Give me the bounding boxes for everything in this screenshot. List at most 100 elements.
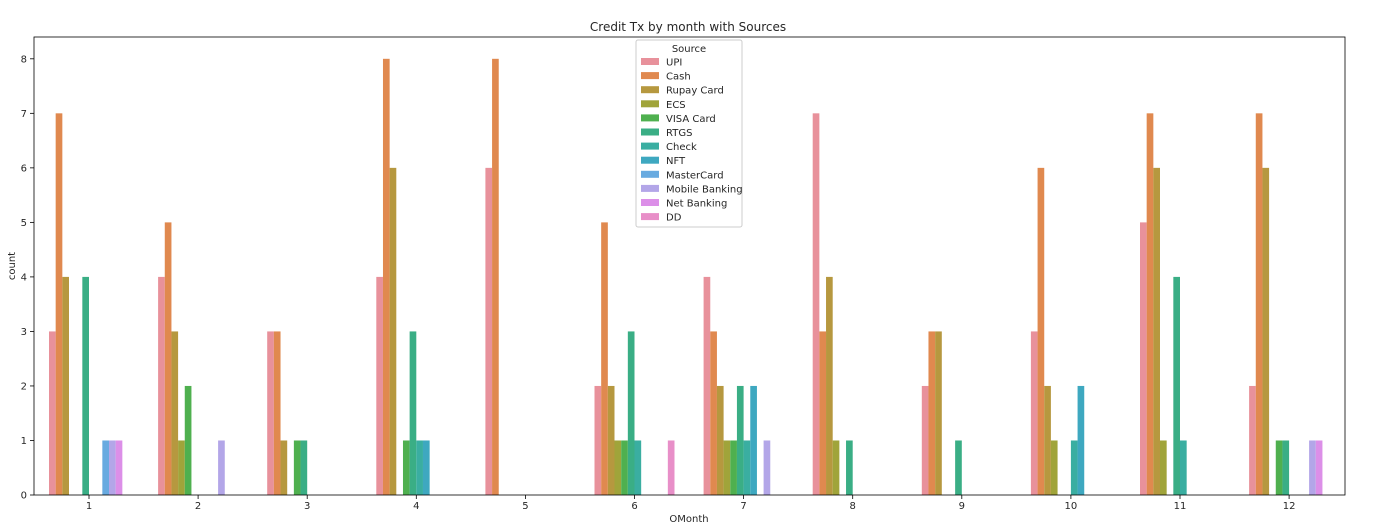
x-tick-label: 6 (631, 501, 637, 512)
bar-check-month-6 (634, 440, 642, 495)
legend-swatch-rtgs (641, 128, 659, 136)
bar-check-month-7 (743, 440, 751, 495)
bar-cash-month-4 (382, 58, 390, 496)
legend-swatch-check (641, 142, 659, 150)
bar-rupay-card-month-7 (716, 385, 724, 495)
bar-upi-month-7 (703, 276, 711, 495)
legend-label: UPI (666, 58, 682, 69)
bar-cash-month-3 (273, 331, 281, 495)
legend-label: DD (666, 213, 682, 224)
bar-visa-card-month-6 (621, 440, 628, 495)
legend-swatch-mastercard (641, 170, 659, 178)
bar-upi-month-6 (594, 385, 602, 495)
bar-upi-month-1 (49, 331, 56, 495)
y-tick-label: 2 (21, 381, 27, 392)
bar-upi-month-8 (812, 113, 820, 495)
legend-swatch-rupay-card (641, 86, 659, 94)
bar-rupay-card-month-12 (1262, 167, 1270, 496)
bar-ecs-month-2 (178, 440, 185, 495)
bar-rtgs-month-12 (1282, 440, 1290, 495)
x-tick-label: 8 (850, 501, 856, 512)
bar-mobile-banking-month-12 (1309, 440, 1316, 495)
bar-nft-month-10 (1077, 385, 1085, 495)
x-axis-label: OMonth (669, 514, 708, 525)
bar-upi-month-3 (267, 331, 274, 495)
legend-label: NFT (666, 156, 686, 167)
legend-label: MasterCard (666, 170, 724, 181)
legend-swatch-nft (641, 156, 659, 164)
bar-rupay-card-month-1 (62, 276, 69, 495)
legend-label: RTGS (666, 128, 692, 139)
x-tick-label: 2 (195, 501, 201, 512)
bar-cash-month-10 (1037, 167, 1045, 496)
x-tick-label: 3 (304, 501, 310, 512)
bar-ecs-month-7 (723, 440, 731, 495)
x-tick-label: 10 (1065, 501, 1078, 512)
legend-swatch-mobile-banking (641, 184, 659, 192)
bar-ecs-month-11 (1160, 440, 1167, 495)
legend-label: Mobile Banking (666, 184, 743, 195)
legend-label: ECS (666, 100, 686, 111)
bar-ecs-month-10 (1050, 440, 1058, 495)
bar-rupay-card-month-9 (935, 331, 942, 495)
bar-ecs-month-8 (832, 440, 840, 495)
legend: Source UPI Cash Rupay Card ECS VISA Card RTGS… (635, 39, 743, 228)
x-tick-label: 1 (86, 501, 92, 512)
bar-ecs-month-6 (614, 440, 622, 495)
legend-items: UPI Cash Rupay Card ECS VISA Card RTGS Check NF… (641, 58, 743, 224)
bar-upi-month-5 (485, 167, 493, 496)
chart-title: Credit Tx by month with Sources (590, 20, 786, 34)
y-tick-label: 5 (21, 218, 27, 229)
x-tick-label: 9 (959, 501, 965, 512)
x-tick-label: 7 (740, 501, 746, 512)
bar-mobile-banking-month-1 (109, 440, 116, 495)
y-axis-label: count (7, 252, 18, 280)
bar-net-banking-month-1 (115, 440, 123, 495)
y-tick-label: 6 (21, 163, 27, 174)
bar-rtgs-month-8 (846, 440, 853, 495)
legend-label: Check (666, 142, 697, 153)
y-tick-label: 8 (21, 54, 27, 65)
bar-upi-month-12 (1249, 385, 1256, 495)
bar-rtgs-month-3 (300, 440, 308, 495)
x-tick-label: 11 (1174, 501, 1187, 512)
x-axis: 1 2 3 4 5 6 7 8 9 10 11 12 (86, 495, 1295, 512)
bar-rtgs-month-1 (82, 276, 89, 495)
bar-upi-month-10 (1030, 331, 1038, 495)
bar-cash-month-7 (710, 331, 717, 495)
legend-box (635, 39, 743, 228)
bar-rupay-card-month-8 (826, 276, 833, 495)
bar-cash-month-2 (164, 222, 172, 495)
plot-frame (33, 36, 1346, 496)
legend-swatch-upi (641, 58, 659, 65)
y-tick-label: 4 (21, 272, 27, 283)
bar-mobile-banking-month-7 (763, 440, 771, 495)
bar-rtgs-month-7 (736, 385, 744, 495)
bars-layer (49, 58, 1323, 496)
bar-cash-month-6 (601, 222, 608, 495)
bar-check-month-4 (416, 440, 423, 495)
x-tick-label: 4 (413, 501, 419, 512)
legend-swatch-net-banking (641, 199, 659, 206)
y-tick-label: 1 (21, 436, 27, 447)
bar-rupay-card-month-6 (607, 385, 615, 495)
bar-rtgs-month-4 (409, 331, 417, 495)
legend-label: VISA Card (666, 114, 716, 125)
bar-rtgs-month-6 (627, 331, 635, 495)
bar-cash-month-1 (55, 113, 63, 495)
bar-rtgs-month-9 (955, 440, 962, 495)
bar-upi-month-4 (376, 276, 383, 495)
bar-rupay-card-month-4 (389, 167, 397, 496)
bar-net-banking-month-12 (1315, 440, 1323, 495)
bar-check-month-11 (1180, 440, 1187, 495)
y-tick-label: 3 (21, 327, 27, 338)
x-tick-label: 5 (522, 501, 528, 512)
legend-swatch-dd (641, 213, 659, 221)
bar-nft-month-7 (750, 385, 757, 495)
bar-visa-card-month-12 (1275, 440, 1283, 495)
bar-nft-month-4 (422, 440, 430, 495)
bar-rupay-card-month-11 (1153, 167, 1160, 496)
bar-check-month-10 (1070, 440, 1078, 495)
